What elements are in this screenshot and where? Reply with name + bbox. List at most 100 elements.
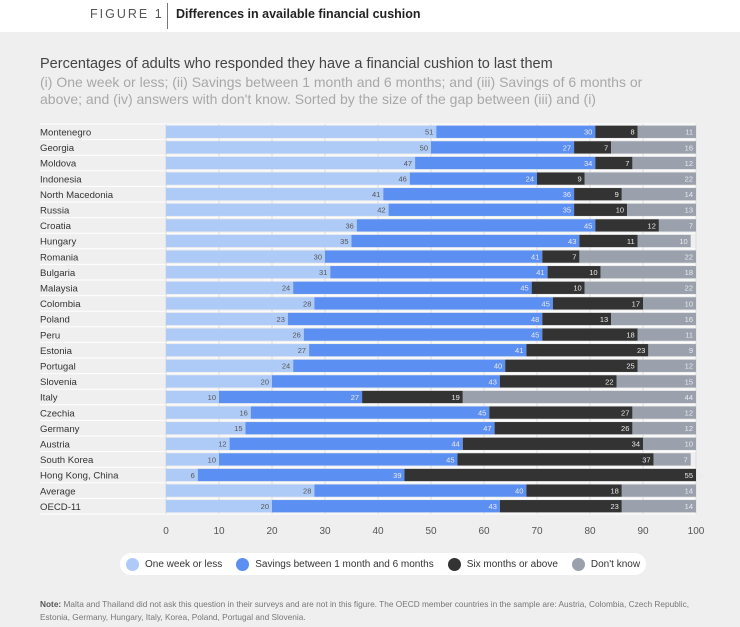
data-label: 43 bbox=[568, 237, 576, 246]
data-label: 10 bbox=[685, 299, 693, 308]
category-label: Moldova bbox=[40, 159, 77, 170]
data-label: 18 bbox=[610, 486, 618, 495]
bar-segment bbox=[409, 172, 537, 185]
bar-segment bbox=[229, 437, 463, 450]
data-label: 14 bbox=[685, 486, 693, 495]
data-label: 44 bbox=[685, 393, 693, 402]
data-label: 41 bbox=[515, 346, 523, 355]
bar-segment bbox=[166, 375, 272, 388]
data-label: 27 bbox=[298, 346, 306, 355]
bar-segment bbox=[595, 156, 633, 170]
legend-swatch-dont-know bbox=[571, 557, 585, 571]
legend-label-one-week: One week or less bbox=[145, 558, 223, 570]
bar-segment bbox=[287, 312, 543, 326]
x-tick-label: 30 bbox=[319, 526, 331, 537]
data-label: 27 bbox=[563, 143, 571, 152]
bar-segment bbox=[542, 328, 638, 341]
data-label: 22 bbox=[605, 377, 613, 386]
header-divider bbox=[167, 3, 168, 29]
data-label: 19 bbox=[451, 393, 459, 402]
bar-segment bbox=[166, 500, 272, 513]
bar-segment bbox=[584, 281, 696, 294]
bar-segment bbox=[293, 359, 506, 372]
bar-segment bbox=[166, 312, 288, 326]
bar-segment bbox=[356, 219, 596, 232]
bar-segment bbox=[166, 437, 230, 450]
bar-segment bbox=[574, 203, 628, 216]
category-label: Montenegro bbox=[40, 127, 91, 138]
data-label: 45 bbox=[478, 408, 486, 417]
bar-segment bbox=[595, 219, 659, 232]
data-label: 12 bbox=[218, 440, 226, 449]
figure-header: FIGURE 1 Differences in available financ… bbox=[0, 0, 740, 32]
data-label: 15 bbox=[685, 377, 693, 386]
bar-segment bbox=[166, 219, 357, 232]
data-label: 28 bbox=[303, 486, 311, 495]
data-label: 24 bbox=[282, 362, 290, 371]
legend-swatch-one-week bbox=[126, 557, 139, 571]
data-label: 11 bbox=[627, 237, 635, 246]
bar-segment bbox=[499, 500, 622, 513]
data-label: 34 bbox=[632, 440, 640, 449]
data-label: 41 bbox=[531, 252, 539, 261]
bar-segment bbox=[616, 375, 696, 388]
category-label: Malaysia bbox=[40, 283, 79, 294]
bar-segment bbox=[611, 141, 696, 154]
bar-segment bbox=[250, 406, 490, 419]
data-label: 24 bbox=[526, 174, 534, 183]
data-label: 10 bbox=[589, 268, 597, 277]
data-label: 23 bbox=[277, 315, 285, 324]
data-label: 22 bbox=[685, 284, 693, 293]
bar-segment bbox=[621, 484, 696, 497]
data-label: 12 bbox=[685, 408, 693, 417]
data-label: 46 bbox=[398, 174, 406, 183]
data-label: 26 bbox=[292, 330, 300, 339]
category-label: Hungary bbox=[40, 237, 76, 248]
data-label: 18 bbox=[626, 330, 634, 339]
data-label: 48 bbox=[531, 315, 539, 324]
data-label: 9 bbox=[615, 190, 619, 199]
data-label: 40 bbox=[494, 362, 502, 371]
bar-segment bbox=[166, 156, 416, 170]
data-label: 45 bbox=[531, 330, 539, 339]
figure-title: Differences in available financial cushi… bbox=[176, 7, 421, 21]
data-label: 51 bbox=[425, 128, 433, 137]
x-tick-label: 0 bbox=[163, 526, 169, 537]
note-text: Malta and Thailand did not ask this ques… bbox=[40, 599, 690, 622]
bar-segment bbox=[600, 266, 696, 279]
chart-panel: 0 10 20 30 40 50 60 70 80 90 100 Montenegro 51 30 8 11 G… bbox=[0, 32, 740, 627]
data-label: 11 bbox=[685, 128, 693, 137]
bar-segment bbox=[166, 359, 294, 372]
data-label: 11 bbox=[685, 330, 693, 339]
bar-segment bbox=[436, 125, 596, 138]
data-label: 31 bbox=[319, 268, 327, 277]
chart-title: Percentages of adults who responded they… bbox=[40, 56, 553, 72]
category-label: Peru bbox=[40, 330, 60, 341]
category-label: Austria bbox=[40, 439, 71, 450]
legend-label-savings: Savings between 1 month and 6 months bbox=[255, 558, 434, 570]
data-label: 10 bbox=[679, 237, 687, 246]
bar-segment bbox=[648, 344, 696, 357]
bar-segment bbox=[658, 219, 696, 232]
bar-segment bbox=[542, 250, 580, 263]
category-label: Slovenia bbox=[40, 377, 77, 388]
data-label: 24 bbox=[282, 284, 290, 293]
note-label: Note: bbox=[40, 599, 62, 609]
bar-segment bbox=[552, 297, 643, 310]
bar-segment bbox=[166, 250, 325, 263]
bar-segment bbox=[325, 250, 543, 263]
category-label: Bulgaria bbox=[40, 268, 76, 279]
bar-segment bbox=[351, 234, 580, 248]
data-label: 47 bbox=[483, 424, 491, 433]
data-label: 10 bbox=[208, 393, 216, 402]
bar-segment bbox=[197, 468, 405, 482]
bar-segment bbox=[632, 156, 696, 170]
data-label: 20 bbox=[261, 502, 269, 511]
bar-segment bbox=[166, 266, 331, 279]
bar-segment bbox=[637, 234, 691, 248]
data-label: 10 bbox=[208, 455, 216, 464]
category-label: Poland bbox=[40, 315, 70, 326]
x-tick-label: 60 bbox=[478, 526, 490, 537]
chart-note: Note: Malta and Thailand did not ask thi… bbox=[40, 598, 710, 624]
data-label: 12 bbox=[648, 221, 656, 230]
